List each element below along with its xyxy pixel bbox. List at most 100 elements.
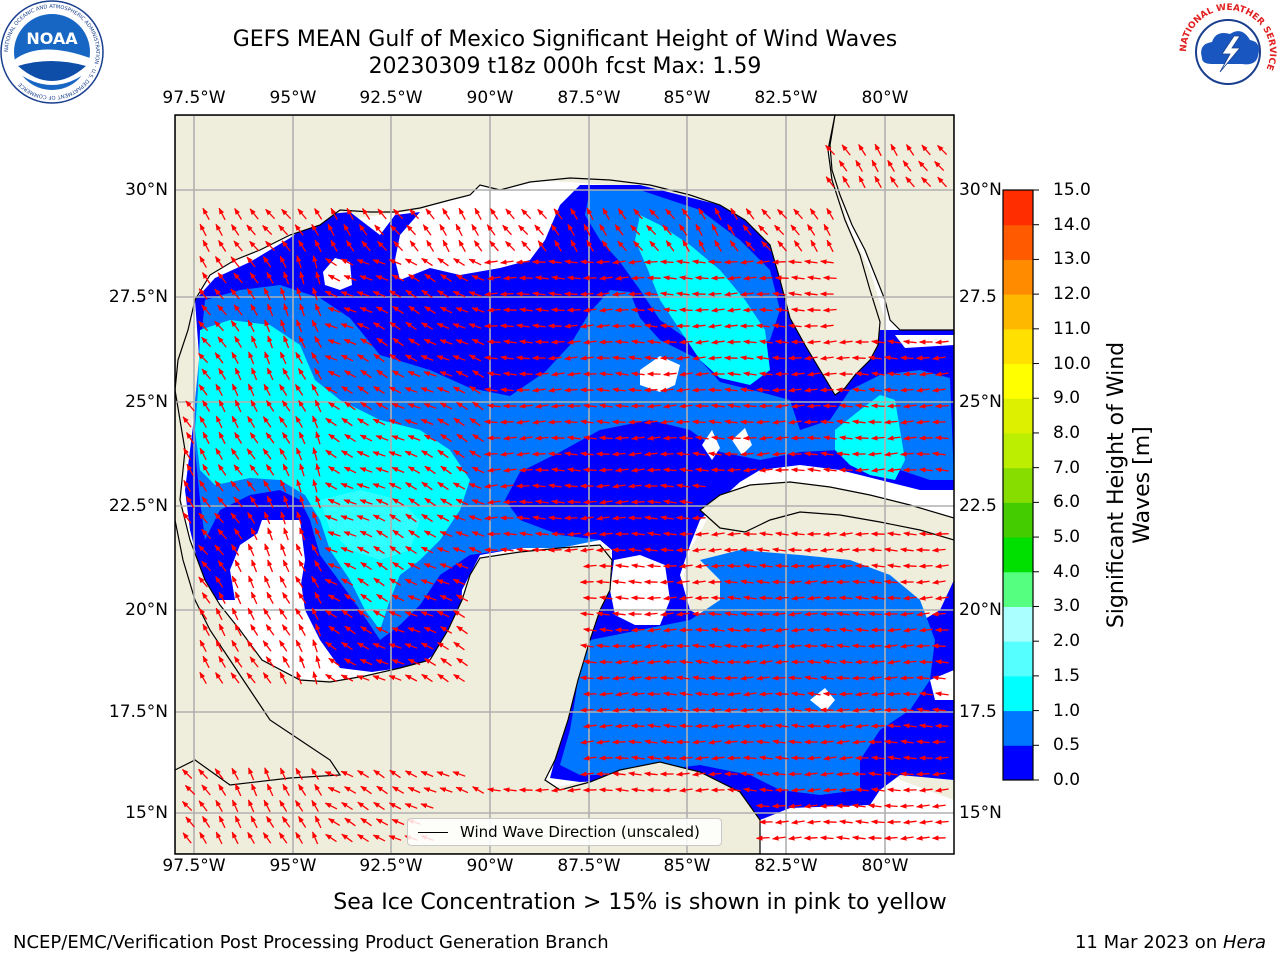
- wave-direction-arrow: [695, 339, 709, 345]
- wave-direction-arrow: [934, 160, 945, 172]
- wave-direction-arrow: [231, 383, 239, 397]
- wave-direction-arrow: [772, 323, 786, 329]
- lon-tick-top: 92.5°W: [359, 88, 423, 108]
- wave-direction-arrow: [265, 240, 276, 252]
- wave-direction-arrow: [282, 367, 290, 380]
- wave-direction-arrow: [295, 543, 303, 557]
- wave-direction-arrow: [612, 515, 626, 521]
- wave-direction-arrow: [439, 371, 453, 377]
- wave-direction-arrow: [842, 175, 851, 188]
- wave-direction-arrow: [409, 208, 420, 220]
- wave-direction-arrow: [341, 417, 353, 427]
- wave-direction-arrow: [823, 467, 837, 473]
- wave-direction-arrow: [314, 399, 322, 413]
- wave-direction-arrow: [217, 528, 227, 540]
- wave-direction-arrow: [663, 371, 677, 377]
- wave-direction-arrow: [247, 415, 256, 428]
- wave-direction-arrow: [250, 399, 258, 413]
- wave-direction-arrow: [711, 223, 719, 237]
- lon-tick-top: 87.5°W: [557, 88, 621, 108]
- wave-direction-arrow: [647, 435, 661, 441]
- wave-direction-arrow: [915, 355, 930, 361]
- wave-direction-arrow: [516, 515, 530, 521]
- wave-direction-arrow: [518, 467, 533, 473]
- wave-direction-arrow: [937, 176, 947, 188]
- wave-direction-arrow: [835, 675, 850, 681]
- wave-direction-arrow: [198, 352, 209, 364]
- wave-direction-arrow: [761, 208, 771, 220]
- wave-direction-arrow: [409, 240, 419, 252]
- wave-direction-arrow: [230, 224, 240, 236]
- wave-band-1.5-2.0: [320, 490, 420, 560]
- colorbar-tick-label: 10.0: [1053, 353, 1091, 374]
- lat-tick-left: 20°N: [125, 600, 168, 620]
- wave-direction-arrow: [500, 387, 514, 393]
- wave-direction-arrow: [758, 595, 773, 601]
- wave-direction-arrow: [665, 240, 675, 252]
- wave-direction-arrow: [217, 336, 227, 348]
- wave-direction-arrow: [280, 287, 286, 301]
- wave-direction-arrow: [246, 256, 256, 268]
- wave-direction-arrow: [500, 259, 514, 265]
- wave-direction-arrow: [183, 479, 191, 492]
- wave-direction-arrow: [185, 400, 195, 412]
- wave-direction-arrow: [408, 529, 420, 539]
- wave-direction-arrow: [615, 467, 629, 473]
- wave-direction-arrow: [359, 306, 373, 314]
- wave-direction-arrow: [521, 208, 532, 220]
- wave-direction-arrow: [298, 431, 306, 445]
- wave-direction-arrow: [327, 370, 341, 378]
- wave-direction-arrow: [547, 547, 562, 553]
- wave-direction-arrow: [455, 498, 469, 506]
- wave-direction-arrow: [598, 435, 613, 441]
- wave-direction-arrow: [903, 531, 917, 537]
- wave-direction-arrow: [890, 143, 898, 157]
- wave-direction-arrow: [695, 531, 709, 537]
- colorbar-segment: [1003, 190, 1033, 226]
- wave-direction-arrow: [617, 208, 627, 220]
- wave-direction-arrow: [791, 307, 805, 313]
- wave-direction-arrow: [934, 403, 949, 409]
- wave-direction-arrow: [279, 255, 287, 269]
- wave-direction-arrow: [531, 547, 546, 553]
- wave-direction-arrow: [218, 207, 226, 221]
- wave-direction-arrow: [548, 387, 562, 393]
- wave-direction-arrow: [839, 435, 853, 441]
- wave-direction-arrow: [217, 496, 227, 508]
- wave-direction-arrow: [535, 403, 549, 409]
- wave-direction-arrow: [489, 208, 499, 220]
- wave-direction-arrow: [708, 419, 722, 425]
- wave-direction-arrow: [580, 419, 594, 425]
- wave-direction-arrow: [202, 399, 211, 412]
- wave-direction-arrow: [582, 499, 597, 505]
- wave-direction-arrow: [775, 435, 789, 441]
- wave-direction-arrow: [214, 256, 224, 268]
- wave-direction-arrow: [599, 307, 613, 313]
- wave-direction-arrow: [262, 224, 273, 236]
- date-text: 11 Mar 2023 on: [1074, 932, 1223, 953]
- colorbar-tick-label: 2.0: [1053, 631, 1081, 652]
- wave-direction-arrow: [919, 403, 933, 409]
- wave-direction-arrow: [182, 512, 192, 524]
- wave-direction-arrow: [566, 307, 581, 313]
- lon-tick-top: 97.5°W: [162, 88, 226, 108]
- wave-direction-arrow: [199, 447, 207, 461]
- wave-direction-arrow: [356, 546, 370, 554]
- lon-tick-top: 85°W: [663, 88, 711, 108]
- wave-direction-arrow: [740, 451, 754, 457]
- wave-direction-arrow: [659, 547, 674, 553]
- wave-direction-arrow: [499, 419, 514, 425]
- wave-direction-arrow: [711, 403, 725, 409]
- wave-direction-arrow: [198, 320, 209, 332]
- wave-direction-arrow: [583, 307, 597, 313]
- wave-direction-arrow: [376, 369, 388, 379]
- wave-direction-arrow: [905, 176, 915, 188]
- wave-direction-arrow: [823, 531, 837, 537]
- wave-direction-arrow: [614, 435, 629, 441]
- wave-direction-arrow: [854, 531, 869, 537]
- wave-direction-arrow: [487, 467, 501, 473]
- lon-tick-bot: 90°W: [466, 856, 514, 876]
- wave-direction-arrow: [279, 447, 288, 460]
- wave-direction-arrow: [851, 675, 866, 681]
- wave-direction-arrow: [202, 207, 210, 221]
